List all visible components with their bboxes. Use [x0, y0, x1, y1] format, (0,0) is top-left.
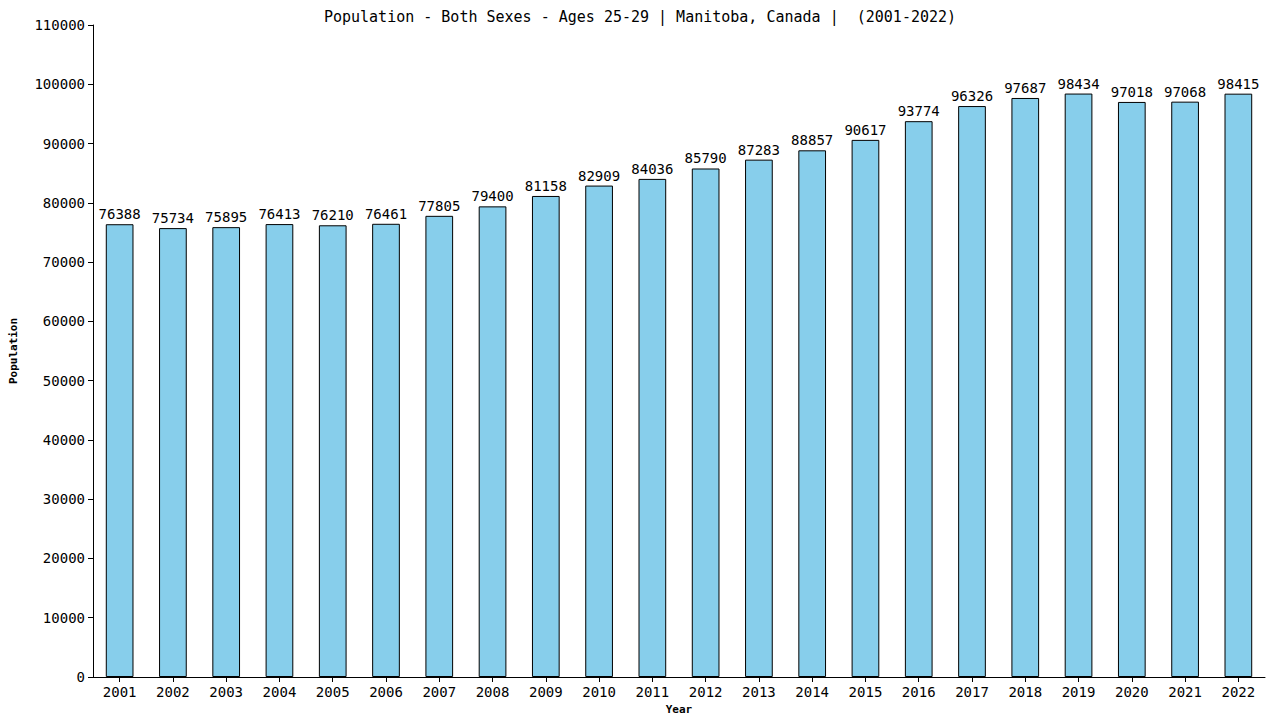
svg-text:2010: 2010 [582, 684, 616, 700]
svg-text:96326: 96326 [951, 88, 993, 104]
svg-text:97687: 97687 [1004, 80, 1046, 96]
svg-text:2014: 2014 [795, 684, 829, 700]
svg-text:79400: 79400 [471, 188, 513, 204]
svg-text:20000: 20000 [43, 550, 85, 566]
svg-text:97018: 97018 [1111, 84, 1153, 100]
svg-text:2009: 2009 [529, 684, 563, 700]
svg-text:93774: 93774 [898, 103, 940, 119]
svg-text:2003: 2003 [209, 684, 243, 700]
svg-text:2017: 2017 [955, 684, 989, 700]
svg-text:2012: 2012 [689, 684, 723, 700]
svg-text:2021: 2021 [1168, 684, 1202, 700]
svg-text:Population - Both Sexes - Ages: Population - Both Sexes - Ages 25-29 | M… [324, 8, 956, 26]
svg-text:10000: 10000 [43, 610, 85, 626]
svg-text:2001: 2001 [103, 684, 137, 700]
svg-text:98415: 98415 [1217, 76, 1259, 92]
svg-text:2007: 2007 [422, 684, 456, 700]
svg-text:50000: 50000 [43, 373, 85, 389]
svg-text:80000: 80000 [43, 195, 85, 211]
svg-text:85790: 85790 [685, 150, 727, 166]
svg-text:76210: 76210 [312, 207, 354, 223]
svg-text:2011: 2011 [636, 684, 670, 700]
svg-text:90617: 90617 [844, 122, 886, 138]
svg-text:2013: 2013 [742, 684, 776, 700]
svg-text:2008: 2008 [476, 684, 510, 700]
svg-text:2005: 2005 [316, 684, 350, 700]
svg-text:75734: 75734 [152, 210, 194, 226]
svg-text:2022: 2022 [1222, 684, 1256, 700]
svg-text:40000: 40000 [43, 432, 85, 448]
svg-text:76388: 76388 [99, 206, 141, 222]
svg-text:0: 0 [77, 669, 85, 685]
svg-text:2020: 2020 [1115, 684, 1149, 700]
svg-text:88857: 88857 [791, 132, 833, 148]
svg-text:98434: 98434 [1057, 76, 1099, 92]
svg-text:2018: 2018 [1008, 684, 1042, 700]
svg-text:2004: 2004 [263, 684, 297, 700]
svg-text:110000: 110000 [34, 17, 85, 33]
svg-text:84036: 84036 [631, 161, 673, 177]
svg-text:100000: 100000 [34, 76, 85, 92]
svg-text:76461: 76461 [365, 206, 407, 222]
svg-text:30000: 30000 [43, 491, 85, 507]
svg-text:97068: 97068 [1164, 84, 1206, 100]
svg-text:90000: 90000 [43, 136, 85, 152]
svg-text:76413: 76413 [258, 206, 300, 222]
svg-text:2002: 2002 [156, 684, 190, 700]
svg-text:60000: 60000 [43, 313, 85, 329]
svg-text:87283: 87283 [738, 142, 780, 158]
svg-text:75895: 75895 [205, 209, 247, 225]
svg-text:Year: Year [666, 703, 693, 716]
svg-text:77805: 77805 [418, 198, 460, 214]
svg-text:2016: 2016 [902, 684, 936, 700]
svg-text:70000: 70000 [43, 254, 85, 270]
svg-text:2006: 2006 [369, 684, 403, 700]
svg-text:2019: 2019 [1062, 684, 1096, 700]
svg-text:81158: 81158 [525, 178, 567, 194]
svg-text:2015: 2015 [849, 684, 883, 700]
svg-text:82909: 82909 [578, 168, 620, 184]
svg-text:Population: Population [7, 318, 20, 384]
